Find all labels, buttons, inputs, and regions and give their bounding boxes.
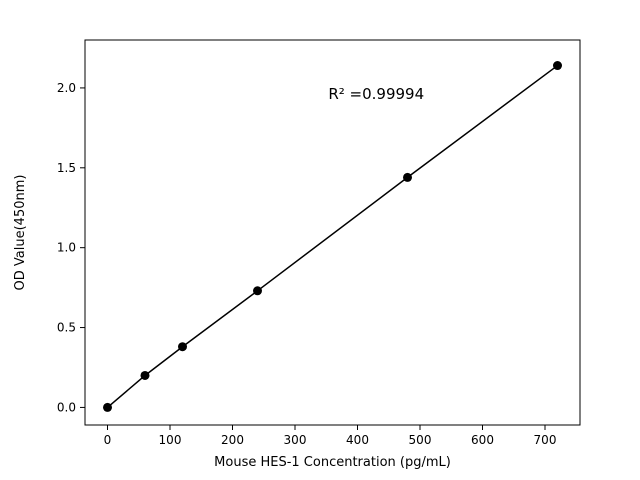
x-tick-label: 500 [409,433,432,447]
y-tick-label: 0.0 [57,400,76,414]
x-axis-label: Mouse HES-1 Concentration (pg/mL) [214,455,451,470]
data-point [140,370,150,380]
y-tick-label: 2.0 [57,81,76,95]
x-tick-label: 600 [471,433,494,447]
y-tick-label: 0.5 [57,321,76,335]
data-point [178,342,187,352]
data-point [403,172,412,182]
y-axis-label: OD Value(450nm) [13,175,28,291]
y-tick-label: 1.0 [57,241,76,255]
fit-line [107,64,558,408]
data-point [253,286,262,296]
r-squared-annotation: R² =0.99994 [328,85,424,103]
data-point [553,61,562,71]
y-tick-label: 1.5 [57,161,76,175]
x-tick-label: 0 [104,433,112,447]
x-tick-label: 700 [534,433,557,447]
x-tick-label: 200 [221,433,244,447]
x-tick-label: 400 [346,433,369,447]
x-tick-label: 100 [159,433,182,447]
x-tick-label: 300 [284,433,307,447]
data-point [103,402,112,412]
plot-border [84,39,581,426]
